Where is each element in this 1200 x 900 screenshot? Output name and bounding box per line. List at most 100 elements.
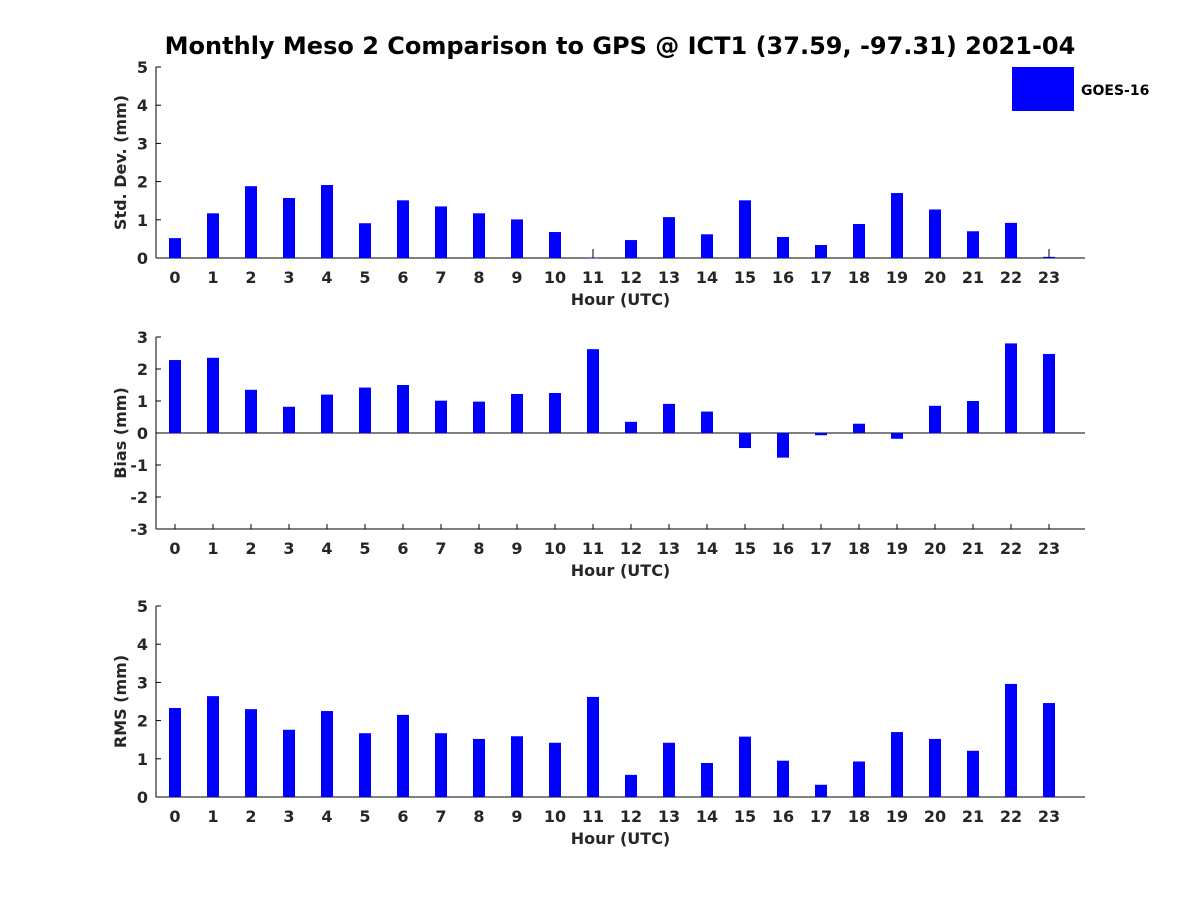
bar-hour-20 xyxy=(929,209,941,258)
bar-hour-4 xyxy=(321,711,333,797)
y-tick-label: -3 xyxy=(130,520,148,539)
bar-hour-20 xyxy=(929,738,941,797)
x-tick-label: 18 xyxy=(848,539,870,558)
x-tick-label: 20 xyxy=(924,539,946,558)
x-tick-label: 8 xyxy=(473,807,484,826)
bar-hour-2 xyxy=(245,389,257,433)
x-tick-label: 14 xyxy=(696,539,718,558)
x-tick-label: 14 xyxy=(696,807,718,826)
bar-hour-2 xyxy=(245,709,257,797)
bar-hour-14 xyxy=(701,763,713,797)
x-tick-label: 2 xyxy=(245,268,256,287)
bar-hour-7 xyxy=(435,733,447,797)
bar-hour-21 xyxy=(967,401,979,433)
bar-hour-11 xyxy=(587,696,599,797)
y-tick-label: -2 xyxy=(130,488,148,507)
y-axis-label: Bias (mm) xyxy=(111,387,130,479)
bar-hour-5 xyxy=(359,223,371,258)
y-tick-label: 1 xyxy=(137,750,148,769)
bar-hour-8 xyxy=(473,401,485,433)
bar-hour-1 xyxy=(207,696,219,797)
x-tick-label: 13 xyxy=(658,268,680,287)
x-tick-label: 3 xyxy=(283,807,294,826)
x-tick-label: 17 xyxy=(810,268,832,287)
bar-hour-14 xyxy=(701,411,713,433)
x-tick-label: 16 xyxy=(772,539,794,558)
bar-hour-4 xyxy=(321,185,333,258)
x-tick-label: 1 xyxy=(207,268,218,287)
y-tick-label: 1 xyxy=(137,211,148,230)
bar-hour-2 xyxy=(245,186,257,258)
x-tick-label: 8 xyxy=(473,539,484,558)
x-tick-label: 6 xyxy=(397,807,408,826)
bar-hour-0 xyxy=(169,707,181,797)
x-tick-label: 19 xyxy=(886,268,908,287)
bar-hour-23 xyxy=(1043,703,1055,797)
bar-hour-0 xyxy=(169,360,181,433)
x-tick-label: 23 xyxy=(1038,268,1060,287)
bar-hour-19 xyxy=(891,433,903,439)
bar-hour-17 xyxy=(815,245,827,258)
x-tick-label: 4 xyxy=(321,807,332,826)
x-tick-label: 14 xyxy=(696,268,718,287)
x-tick-label: 3 xyxy=(283,539,294,558)
bar-hour-3 xyxy=(283,729,295,797)
x-tick-label: 1 xyxy=(207,807,218,826)
x-tick-label: 5 xyxy=(359,268,370,287)
x-tick-label: 9 xyxy=(511,539,522,558)
x-tick-label: 5 xyxy=(359,539,370,558)
y-tick-label: 2 xyxy=(137,360,148,379)
x-tick-label: 18 xyxy=(848,268,870,287)
x-tick-label: 7 xyxy=(435,268,446,287)
y-tick-label: 2 xyxy=(137,712,148,731)
bar-hour-3 xyxy=(283,406,295,433)
x-tick-label: 2 xyxy=(245,539,256,558)
bar-hour-3 xyxy=(283,198,295,258)
x-axis-label: Hour (UTC) xyxy=(571,829,671,848)
bar-hour-22 xyxy=(1005,222,1017,258)
x-tick-label: 10 xyxy=(544,268,566,287)
bar-hour-21 xyxy=(967,750,979,797)
bar-hour-22 xyxy=(1005,343,1017,433)
x-tick-label: 15 xyxy=(734,539,756,558)
bar-hour-15 xyxy=(739,433,751,449)
bar-hour-7 xyxy=(435,400,447,433)
bar-hour-4 xyxy=(321,394,333,433)
x-tick-label: 21 xyxy=(962,807,984,826)
bar-hour-18 xyxy=(853,224,865,258)
x-tick-label: 20 xyxy=(924,268,946,287)
x-tick-label: 11 xyxy=(582,807,604,826)
bar-hour-5 xyxy=(359,387,371,433)
x-tick-label: 18 xyxy=(848,807,870,826)
bar-hour-19 xyxy=(891,732,903,797)
x-tick-label: 23 xyxy=(1038,539,1060,558)
x-tick-label: 15 xyxy=(734,268,756,287)
x-tick-label: 2 xyxy=(245,807,256,826)
x-tick-label: 12 xyxy=(620,807,642,826)
x-tick-label: 21 xyxy=(962,268,984,287)
legend-swatch xyxy=(1012,67,1074,111)
y-axis-label: RMS (mm) xyxy=(111,655,130,748)
bar-hour-17 xyxy=(815,433,827,436)
bar-hour-13 xyxy=(663,742,675,797)
x-tick-label: 16 xyxy=(772,268,794,287)
bar-hour-18 xyxy=(853,761,865,797)
x-tick-label: 6 xyxy=(397,268,408,287)
bar-hour-18 xyxy=(853,423,865,433)
x-tick-label: 19 xyxy=(886,539,908,558)
y-tick-label: 4 xyxy=(137,635,148,654)
bar-hour-10 xyxy=(549,232,561,258)
x-axis-label: Hour (UTC) xyxy=(571,561,671,580)
figure-title: Monthly Meso 2 Comparison to GPS @ ICT1 … xyxy=(165,32,1076,60)
y-tick-label: 3 xyxy=(137,134,148,153)
bar-hour-19 xyxy=(891,193,903,258)
legend: GOES-16 xyxy=(1012,67,1149,111)
x-tick-label: 0 xyxy=(169,268,180,287)
bar-hour-6 xyxy=(397,200,409,258)
bar-hour-7 xyxy=(435,206,447,258)
bar-hour-9 xyxy=(511,736,523,797)
